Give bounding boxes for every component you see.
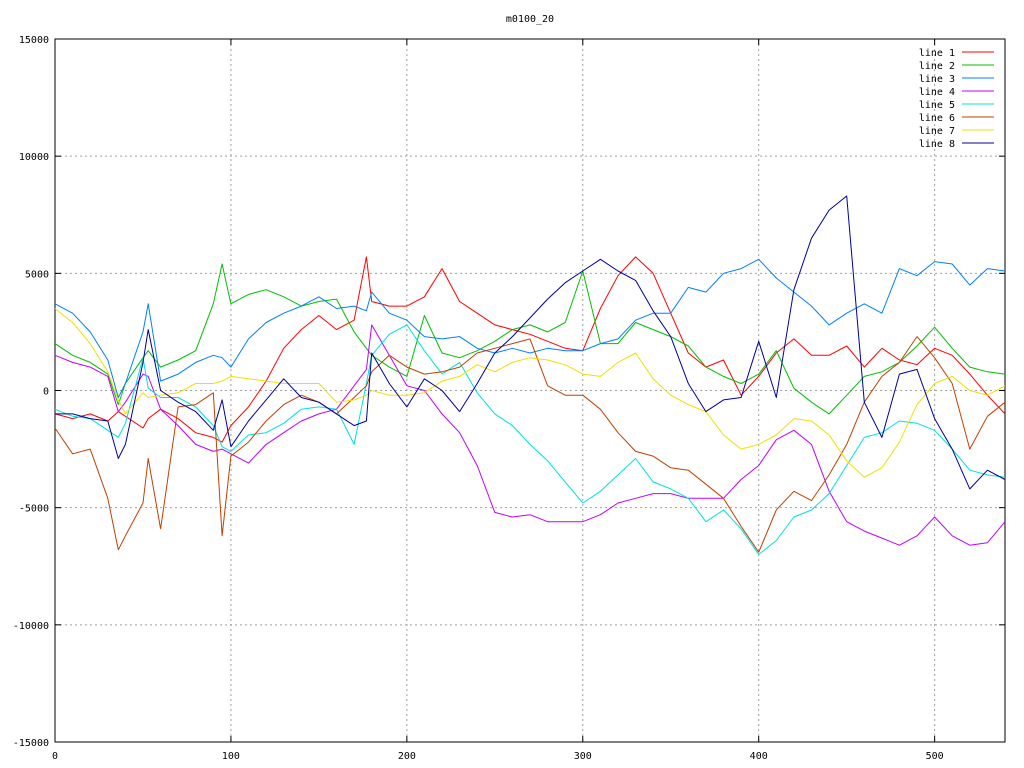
legend: line 1 line 2 line 3 line 4 line 5 line 6 line… xyxy=(919,48,994,150)
y-tick-label: 5000 xyxy=(25,269,49,280)
legend-label: line 3 xyxy=(919,74,955,85)
series-line-6 xyxy=(54,336,1006,553)
chart-title: m0100_20 xyxy=(506,14,554,25)
legend-label: line 2 xyxy=(919,61,955,72)
legend-label: line 6 xyxy=(919,113,955,124)
x-tick-label: 400 xyxy=(750,751,768,762)
axis-ticks: -15000 -10000 -5000 0 5000 10000 15000 0 100 200 3… xyxy=(13,35,1005,762)
series-lines xyxy=(54,195,1006,555)
grid-lines xyxy=(55,39,1005,742)
y-tick-label: 15000 xyxy=(19,35,49,46)
y-tick-label: -5000 xyxy=(19,504,49,515)
series-line-8 xyxy=(55,195,1006,490)
series-line-4 xyxy=(54,324,1006,546)
y-tick-label: -15000 xyxy=(13,738,49,749)
series-line-7 xyxy=(54,308,1006,478)
series-line-5 xyxy=(54,324,1006,555)
x-tick-label: 100 xyxy=(222,751,240,762)
x-tick-label: 300 xyxy=(574,751,592,762)
x-tick-label: 0 xyxy=(52,751,58,762)
series-line-1 xyxy=(54,256,1006,443)
x-tick-label: 500 xyxy=(926,751,944,762)
legend-label: line 1 xyxy=(919,48,955,59)
legend-label: line 8 xyxy=(919,139,955,150)
x-tick-label: 200 xyxy=(398,751,416,762)
legend-label: line 4 xyxy=(919,87,955,98)
legend-label: line 5 xyxy=(919,100,955,111)
series-line-2 xyxy=(54,263,1006,415)
y-tick-label: 10000 xyxy=(19,152,49,163)
legend-label: line 7 xyxy=(919,126,955,137)
y-tick-label: -10000 xyxy=(13,621,49,632)
y-tick-label: 0 xyxy=(43,387,49,398)
